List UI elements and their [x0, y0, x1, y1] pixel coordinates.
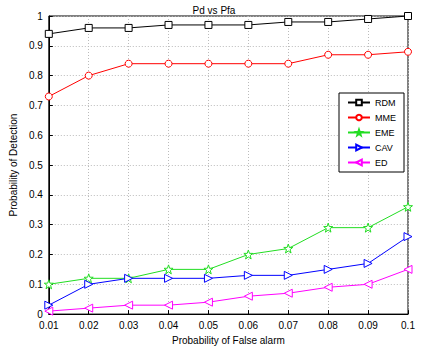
svg-text:0.09: 0.09: [358, 320, 378, 331]
svg-text:0.1: 0.1: [401, 320, 415, 331]
svg-text:CAV: CAV: [375, 143, 393, 153]
svg-text:Pd vs Pfa: Pd vs Pfa: [193, 5, 236, 16]
svg-text:EME: EME: [375, 128, 395, 138]
svg-text:0.4: 0.4: [29, 189, 43, 200]
svg-text:0.2: 0.2: [29, 249, 43, 260]
svg-text:0.05: 0.05: [199, 320, 219, 331]
svg-text:Probability of Detection: Probability of Detection: [8, 114, 19, 217]
svg-text:1: 1: [37, 11, 43, 22]
svg-text:0.7: 0.7: [29, 100, 43, 111]
svg-text:Probability of False alarm: Probability of False alarm: [172, 335, 285, 346]
svg-text:0.06: 0.06: [239, 320, 259, 331]
svg-text:0.04: 0.04: [159, 320, 179, 331]
svg-text:0.5: 0.5: [29, 160, 43, 171]
svg-text:0.6: 0.6: [29, 130, 43, 141]
svg-text:0.08: 0.08: [318, 320, 338, 331]
svg-text:0.1: 0.1: [29, 279, 43, 290]
svg-text:ED: ED: [375, 158, 388, 168]
svg-text:0.02: 0.02: [79, 320, 99, 331]
svg-text:0.3: 0.3: [29, 219, 43, 230]
svg-text:0.01: 0.01: [39, 320, 59, 331]
svg-text:MME: MME: [375, 113, 396, 123]
svg-text:0.07: 0.07: [279, 320, 299, 331]
svg-text:0.03: 0.03: [119, 320, 139, 331]
svg-text:0.8: 0.8: [29, 70, 43, 81]
svg-text:0: 0: [37, 309, 43, 320]
svg-text:RDM: RDM: [375, 98, 396, 108]
svg-text:0.9: 0.9: [29, 40, 43, 51]
